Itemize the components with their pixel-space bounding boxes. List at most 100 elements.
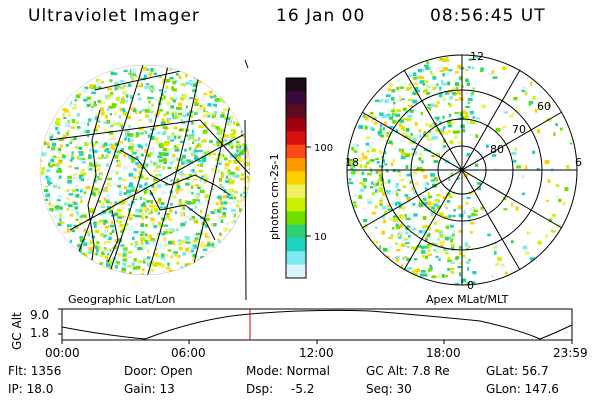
image-speckle bbox=[68, 188, 72, 192]
image-speckle bbox=[467, 282, 471, 285]
image-speckle bbox=[382, 127, 385, 131]
image-speckle bbox=[68, 165, 72, 168]
image-speckle bbox=[97, 167, 101, 171]
image-speckle bbox=[128, 226, 132, 231]
image-speckle bbox=[481, 104, 486, 109]
image-speckle bbox=[158, 140, 163, 145]
image-speckle bbox=[359, 182, 364, 185]
image-speckle bbox=[394, 202, 398, 206]
image-speckle bbox=[440, 80, 444, 84]
image-speckle bbox=[428, 206, 431, 210]
image-speckle bbox=[470, 93, 475, 97]
image-speckle bbox=[200, 244, 206, 248]
image-speckle bbox=[352, 201, 357, 204]
image-speckle bbox=[55, 183, 60, 187]
image-speckle bbox=[221, 172, 225, 176]
image-speckle bbox=[105, 236, 109, 239]
image-speckle bbox=[413, 90, 417, 94]
image-speckle bbox=[457, 266, 462, 269]
image-speckle bbox=[375, 240, 378, 244]
image-speckle bbox=[440, 240, 445, 245]
image-speckle bbox=[233, 130, 236, 134]
image-speckle bbox=[111, 137, 116, 140]
image-speckle bbox=[234, 220, 237, 223]
image-speckle bbox=[486, 144, 489, 148]
image-speckle bbox=[169, 161, 174, 165]
image-speckle bbox=[110, 71, 115, 76]
image-speckle bbox=[450, 238, 453, 243]
image-speckle bbox=[418, 230, 423, 234]
coastlines bbox=[87, 109, 231, 275]
image-speckle bbox=[192, 253, 197, 258]
image-speckle bbox=[150, 184, 155, 188]
image-speckle bbox=[92, 149, 98, 153]
image-speckle bbox=[137, 119, 142, 122]
image-speckle bbox=[166, 214, 170, 219]
status-glon: GLon: 147.6 bbox=[486, 382, 559, 396]
image-speckle bbox=[475, 163, 479, 167]
image-speckle bbox=[70, 209, 75, 213]
image-speckle bbox=[139, 206, 145, 210]
image-speckle bbox=[532, 96, 536, 100]
image-speckle bbox=[381, 114, 387, 119]
image-speckle bbox=[120, 244, 125, 247]
image-speckle bbox=[91, 91, 97, 94]
image-speckle bbox=[231, 136, 236, 140]
image-speckle bbox=[431, 206, 435, 210]
image-speckle bbox=[521, 175, 525, 179]
status-door: Door: Open bbox=[124, 364, 193, 378]
image-speckle bbox=[404, 238, 408, 241]
image-speckle bbox=[451, 247, 455, 251]
image-speckle bbox=[114, 154, 119, 159]
image-speckle bbox=[212, 121, 215, 126]
image-speckle bbox=[428, 84, 433, 88]
image-speckle bbox=[113, 112, 117, 116]
image-speckle bbox=[156, 164, 161, 169]
image-speckle bbox=[217, 130, 222, 133]
image-speckle bbox=[227, 177, 233, 181]
image-speckle bbox=[64, 121, 69, 125]
image-speckle bbox=[134, 244, 137, 248]
image-speckle bbox=[424, 238, 428, 242]
instrument-title: Ultraviolet Imager bbox=[28, 6, 200, 26]
image-speckle bbox=[229, 115, 234, 120]
image-speckle bbox=[119, 193, 123, 196]
image-speckle bbox=[409, 180, 412, 184]
image-speckle bbox=[135, 162, 140, 166]
image-speckle bbox=[434, 177, 438, 182]
image-speckle bbox=[120, 80, 125, 83]
image-speckle bbox=[443, 139, 446, 144]
image-speckle bbox=[153, 253, 158, 256]
image-speckle bbox=[159, 153, 165, 156]
image-speckle bbox=[114, 87, 117, 91]
image-speckle bbox=[352, 194, 358, 197]
altitude-ylabel: GC Alt bbox=[10, 312, 24, 350]
image-speckle bbox=[392, 169, 397, 173]
image-speckle bbox=[471, 212, 476, 217]
image-speckle bbox=[381, 215, 386, 219]
image-speckle bbox=[79, 153, 84, 156]
image-speckle bbox=[176, 185, 181, 189]
image-speckle bbox=[454, 282, 460, 285]
image-speckle bbox=[168, 230, 173, 234]
image-speckle bbox=[155, 125, 159, 129]
image-speckle bbox=[135, 134, 139, 138]
image-speckle bbox=[190, 201, 195, 205]
image-speckle bbox=[427, 130, 432, 133]
image-speckle bbox=[60, 216, 65, 219]
image-speckle bbox=[474, 56, 479, 59]
image-speckle bbox=[167, 262, 170, 267]
image-speckle bbox=[350, 167, 354, 171]
image-speckle bbox=[85, 231, 90, 234]
image-speckle bbox=[243, 191, 246, 195]
image-speckle bbox=[67, 179, 72, 184]
image-speckle bbox=[163, 161, 167, 165]
image-speckle bbox=[167, 166, 172, 170]
image-speckle bbox=[146, 200, 150, 203]
image-speckle bbox=[139, 196, 142, 200]
image-speckle bbox=[227, 120, 233, 124]
image-speckle bbox=[126, 115, 132, 120]
image-speckle bbox=[365, 142, 370, 146]
image-speckle bbox=[439, 92, 444, 95]
image-speckle bbox=[154, 132, 159, 136]
